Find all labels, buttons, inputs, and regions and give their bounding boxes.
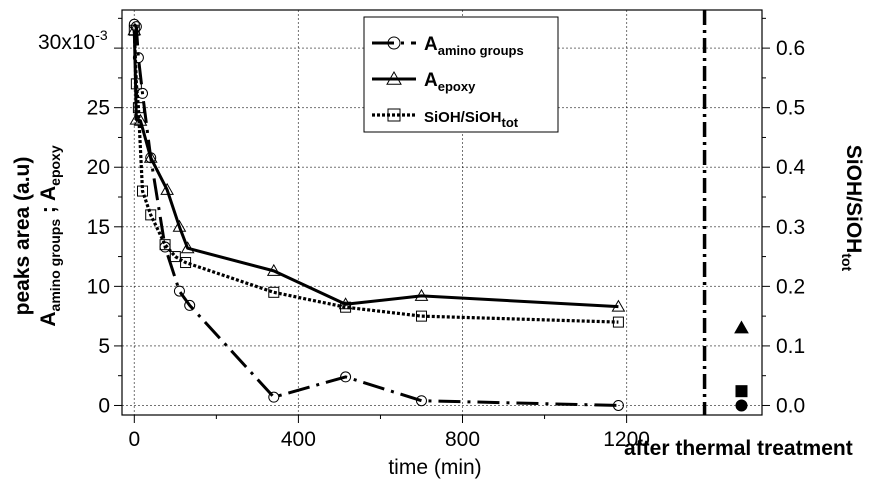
data-point-tot — [137, 185, 149, 197]
left-axis-title: peaks area (a.u) Aamino groups ; Aepoxy — [11, 145, 63, 326]
data-point-tot — [340, 301, 352, 313]
y-left-tick-label: 10 — [87, 275, 110, 298]
data-point-tot — [130, 78, 142, 90]
y-left-tick-label: 0 — [98, 394, 110, 417]
x-tick-label: 0 — [128, 428, 140, 451]
left-axis-title-main: peaks area (a.u) — [11, 157, 34, 316]
legend-label: Aamino groups — [424, 34, 524, 58]
y-right-tick-label: 0.6 — [776, 37, 805, 60]
after-treatment-point-tot — [735, 385, 748, 398]
data-point-tot — [145, 209, 157, 221]
data-point-epoxy — [338, 297, 353, 310]
data-point-tot — [180, 257, 192, 269]
y-right-tick-label: 0.1 — [776, 335, 805, 358]
data-point-epoxy — [180, 241, 195, 254]
data-point-amino-groups — [128, 18, 140, 30]
data-point-tot — [132, 102, 144, 114]
y-left-tick-label: 5 — [98, 335, 110, 358]
after-treatment-point-amino-groups — [735, 399, 748, 412]
data-point-tot — [169, 251, 181, 263]
data-point-amino-groups — [173, 285, 185, 297]
data-point-amino-groups — [184, 299, 196, 311]
y-right-tick-label: 0.5 — [776, 97, 805, 120]
left-axis-title-quantities: Aamino groups ; Aepoxy — [37, 145, 63, 326]
y-left-tick-label: 15 — [87, 216, 110, 239]
data-point-amino-groups — [268, 391, 280, 403]
y-right-tick-label: 0.2 — [776, 275, 805, 298]
right-axis-title: SiOH/SiOHtot — [839, 145, 865, 272]
data-point-tot — [268, 286, 280, 298]
y-left-tick-label: 20 — [87, 156, 110, 179]
data-point-tot — [128, 24, 140, 36]
legend-label: Aepoxy — [424, 70, 476, 94]
data-point-epoxy — [414, 288, 429, 301]
legend-marker — [386, 70, 402, 85]
data-point-epoxy — [611, 299, 626, 312]
ticks: 0 400 800 1200 0 5 10 15 20 25 0.0 0.1 0.2 0.3 0.4 0.5 0… — [87, 17, 806, 451]
svg-text:SiOH/SiOHtot: SiOH/SiOHtot — [839, 145, 865, 272]
data-point-amino-groups — [132, 52, 144, 64]
data-point-amino-groups — [415, 395, 427, 407]
series-line-tot — [132, 30, 619, 324]
data-point-epoxy — [266, 263, 281, 276]
left-axis-multiplier: 30x10-3 — [38, 27, 108, 54]
y-right-tick-label: 0.3 — [776, 216, 805, 239]
y-left-tick-label: 25 — [87, 97, 110, 120]
y-right-tick-label: 0.4 — [776, 156, 806, 179]
legend-label: SiOH/SiOHtot — [424, 109, 519, 130]
data-point-epoxy — [129, 112, 144, 125]
data-point-tot — [612, 316, 624, 328]
data-point-epoxy — [160, 182, 174, 195]
data-point-epoxy — [172, 219, 187, 232]
data-point-epoxy — [143, 150, 158, 163]
data-point-tot — [415, 310, 427, 322]
legend-box — [363, 16, 559, 133]
after-treatment-points — [734, 320, 749, 412]
x-tick-label: 1200 — [603, 428, 650, 451]
legend-marker — [387, 108, 401, 122]
y-right-tick-label: 0.0 — [776, 394, 805, 417]
data-point-amino-groups — [137, 87, 149, 99]
data-point-amino-groups — [130, 21, 142, 33]
x-tick-label: 800 — [445, 428, 480, 451]
data-point-amino-groups — [612, 399, 624, 411]
after-treatment-label: after thermal treatment — [624, 437, 853, 460]
x-axis-title: time (min) — [388, 456, 481, 479]
legend-marker — [387, 36, 401, 50]
series-layer — [127, 18, 626, 411]
legend: Aamino groups Aepoxy SiOH/SiOHtot — [363, 16, 559, 133]
data-point-amino-groups — [340, 371, 352, 383]
x-tick-label: 400 — [281, 428, 316, 451]
data-point-tot — [159, 239, 171, 251]
after-treatment-point-epoxy — [734, 320, 749, 334]
plot-frame — [121, 9, 763, 416]
